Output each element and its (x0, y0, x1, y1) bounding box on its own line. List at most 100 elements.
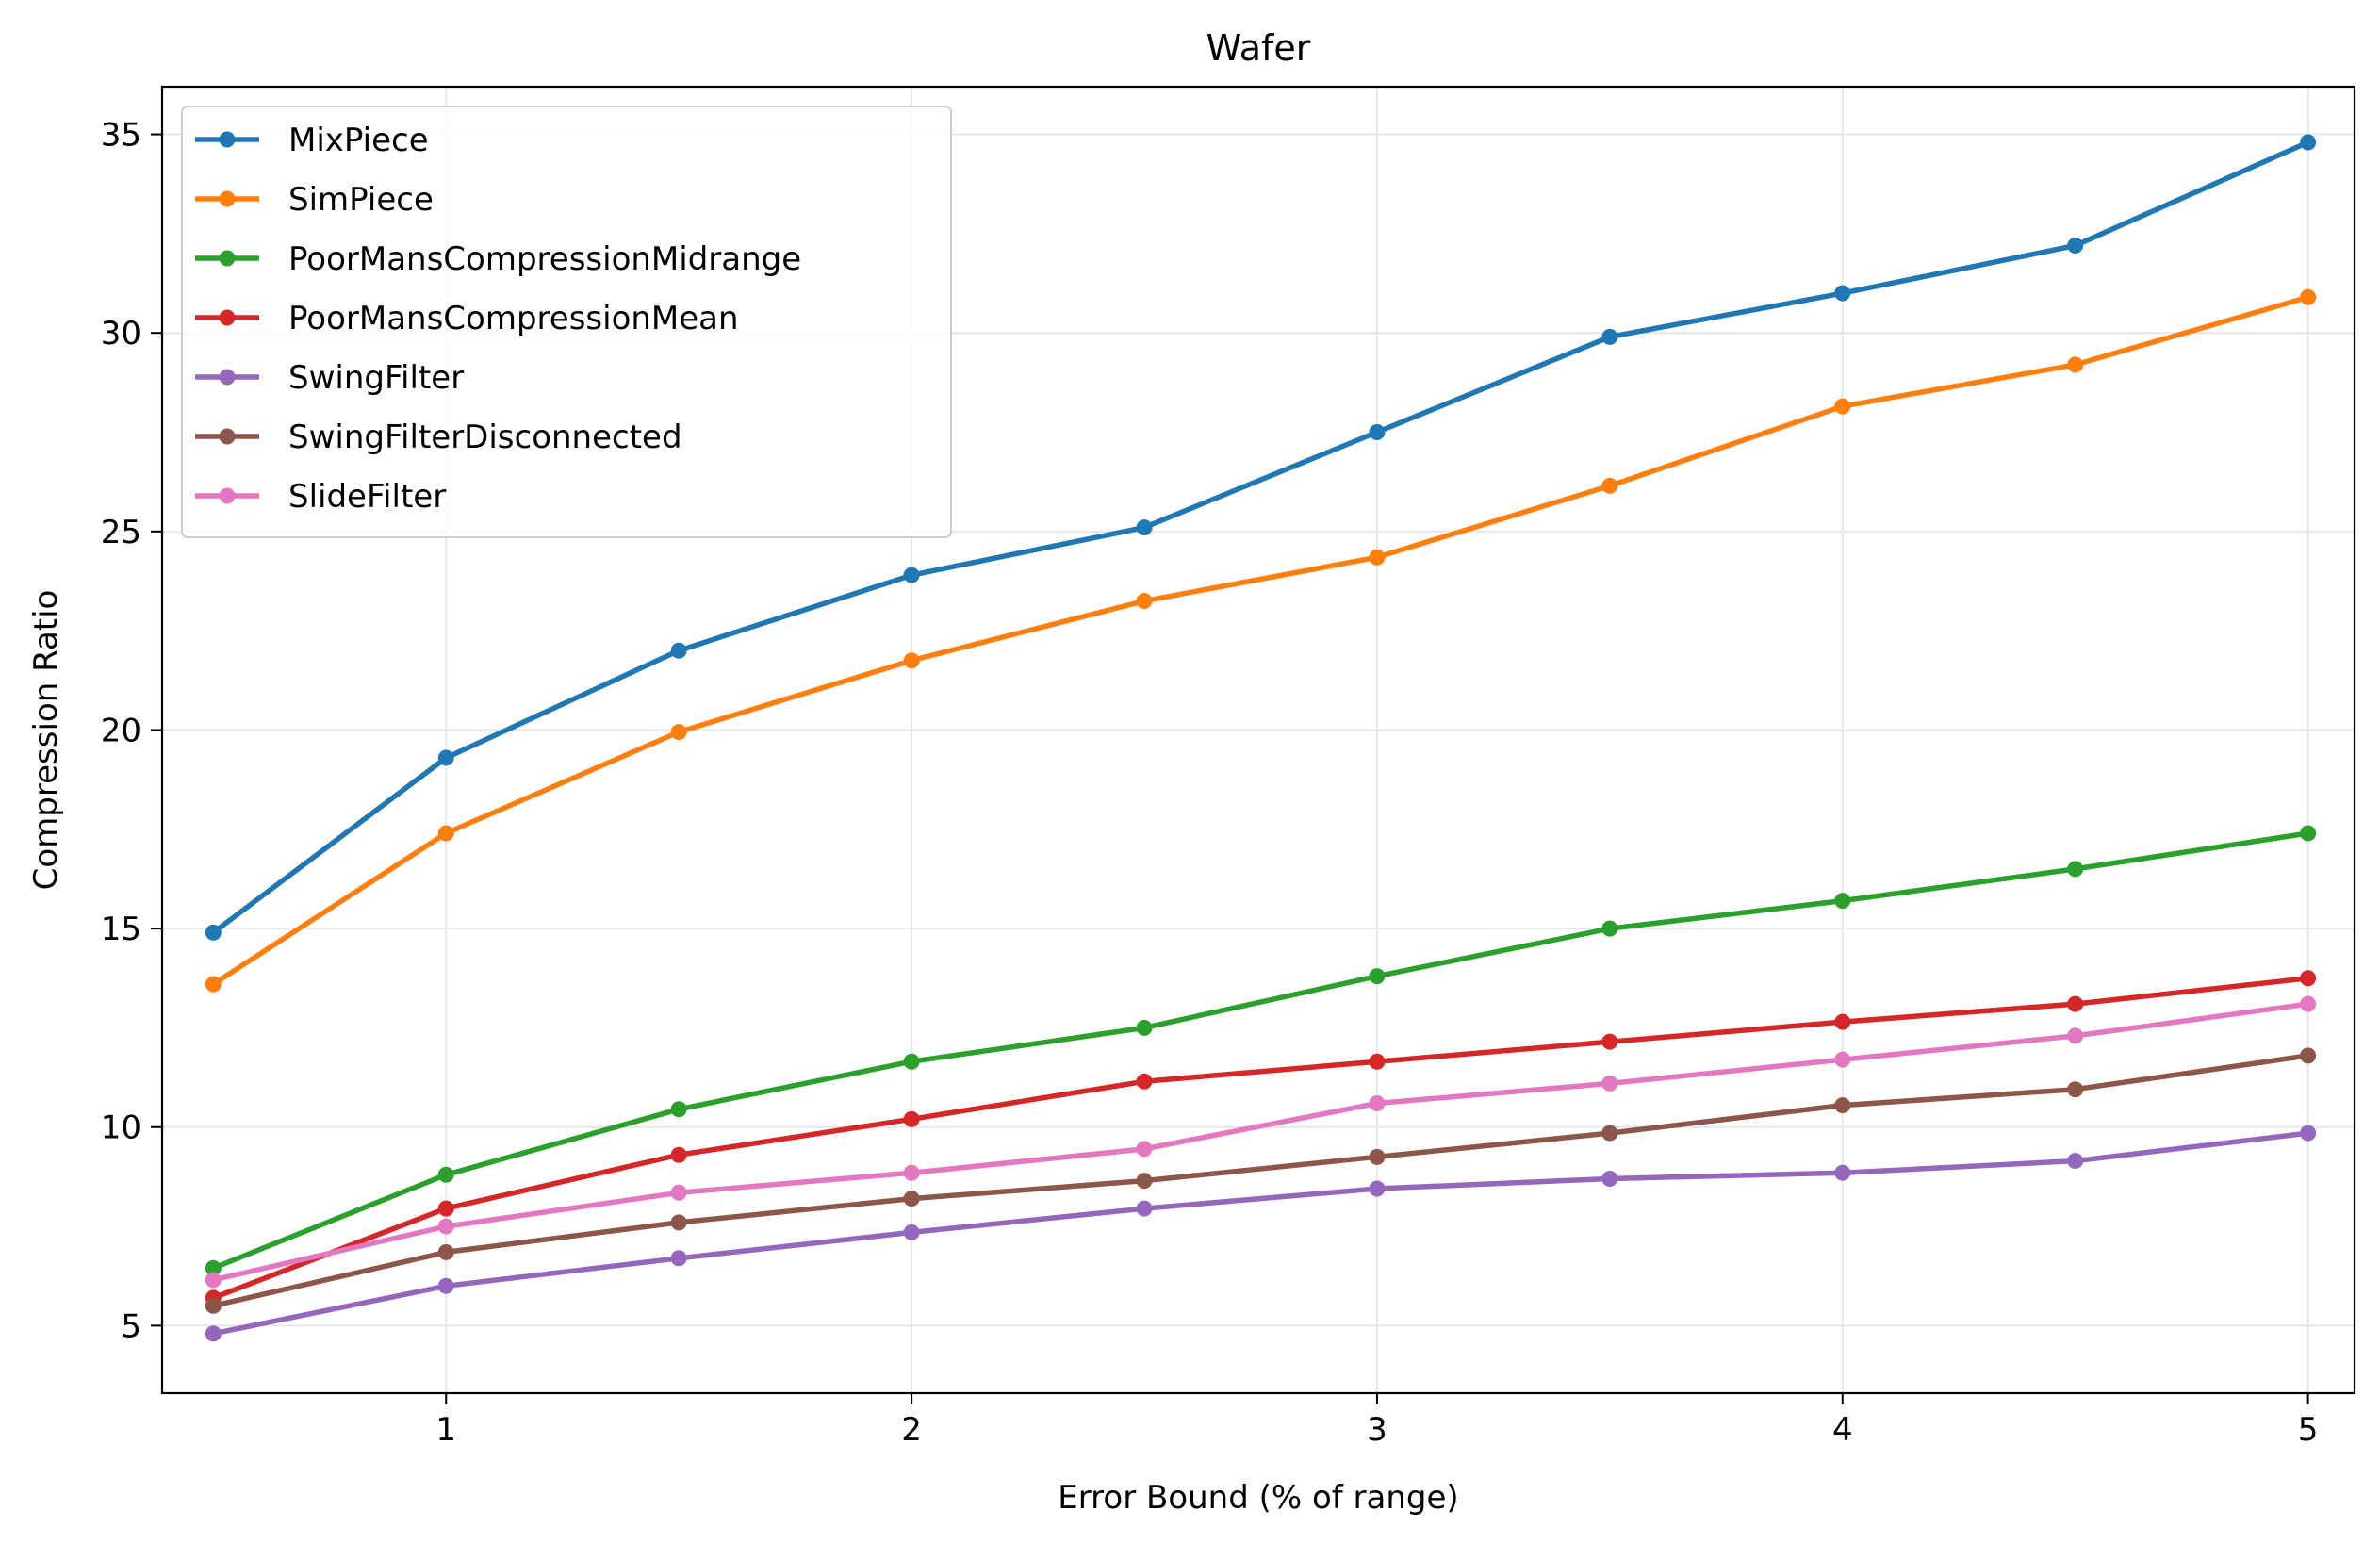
data-point (1136, 1073, 1153, 1090)
legend-label: PoorMansCompressionMean (288, 300, 739, 337)
data-point (1834, 1051, 1851, 1068)
chart-title: Wafer (1206, 27, 1311, 69)
data-point (2067, 238, 2084, 255)
legend-swatch-marker (219, 309, 236, 326)
data-point (1834, 398, 1851, 415)
series-line (210, 1130, 2311, 1337)
data-point (1136, 1019, 1153, 1036)
data-point (1601, 1075, 1618, 1092)
data-point (1369, 424, 1386, 441)
x-tick-label: 4 (1832, 1411, 1853, 1449)
data-point (1601, 920, 1618, 937)
series-line (210, 976, 2311, 1301)
y-tick-label: 20 (101, 712, 141, 749)
data-point (1136, 1173, 1153, 1190)
data-point (670, 1101, 687, 1118)
data-point (2300, 1047, 2317, 1064)
data-point (2300, 1125, 2317, 1142)
data-point (1834, 893, 1851, 910)
data-point (1369, 1053, 1386, 1070)
data-point (903, 1164, 920, 1181)
data-point (2300, 288, 2317, 305)
data-point (1834, 1013, 1851, 1030)
grid (162, 87, 2355, 1393)
data-point (2067, 1081, 2084, 1098)
data-point (1136, 1141, 1153, 1158)
legend-swatch-marker (219, 250, 236, 267)
data-point (670, 1184, 687, 1201)
data-point (1601, 1033, 1618, 1050)
data-point (2300, 995, 2317, 1012)
y-tick-label: 25 (101, 514, 141, 551)
data-point (903, 652, 920, 669)
y-tick-label: 15 (101, 911, 141, 948)
data-point (670, 1146, 687, 1163)
data-point (1369, 968, 1386, 985)
data-point (2067, 995, 2084, 1012)
data-point (437, 1218, 454, 1235)
y-tick-label: 30 (101, 315, 141, 353)
data-point (205, 1325, 222, 1342)
data-point (205, 924, 222, 941)
data-point (1136, 593, 1153, 610)
data-point (1369, 1180, 1386, 1197)
data-point (1601, 1125, 1618, 1142)
y-tick-label: 35 (101, 117, 141, 155)
data-point (205, 976, 222, 993)
data-point (437, 749, 454, 766)
legend-label: SimPiece (288, 181, 434, 219)
legend-label: PoorMansCompressionMidrange (288, 240, 801, 278)
legend-label: MixPiece (288, 122, 429, 159)
data-point (437, 1277, 454, 1294)
x-tick-label: 3 (1367, 1411, 1387, 1449)
data-point (1369, 1148, 1386, 1165)
series-line (210, 294, 2311, 987)
data-point (670, 1250, 687, 1267)
data-point (2300, 970, 2317, 987)
data-point (1136, 1200, 1153, 1217)
legend-swatch-marker (219, 369, 236, 386)
legend: MixPiece SimPiece PoorMansCompressionMidra… (181, 106, 952, 538)
data-point (903, 567, 920, 583)
data-point (1369, 549, 1386, 566)
data-point (205, 1272, 222, 1289)
data-point (1601, 477, 1618, 494)
legend-swatch-marker (219, 131, 236, 148)
data-point (903, 1110, 920, 1127)
data-point (2067, 861, 2084, 878)
ticks: 1 2 3 4 5 5 10 15 20 25 30 35 (101, 117, 2319, 1449)
data-point (1834, 285, 1851, 302)
data-point (2300, 134, 2317, 151)
data-point (670, 642, 687, 659)
data-point (2300, 825, 2317, 842)
data-point (1369, 1094, 1386, 1111)
x-tick-label: 1 (435, 1411, 456, 1449)
legend-box (181, 106, 952, 538)
x-tick-label: 5 (2298, 1411, 2319, 1449)
y-axis-label: Compression Ratio (27, 590, 65, 891)
plot-frame (160, 85, 2356, 1395)
data-point (437, 1243, 454, 1260)
legend-swatch-marker (219, 428, 236, 445)
data-point (2067, 356, 2084, 373)
x-tick-label: 2 (901, 1411, 922, 1449)
data-point (205, 1297, 222, 1314)
legend-label: SwingFilterDisconnected (288, 419, 682, 456)
series-line (210, 140, 2311, 936)
data-point (1834, 1164, 1851, 1181)
data-point (437, 825, 454, 842)
x-axis-label: Error Bound (% of range) (1058, 1479, 1458, 1517)
legend-swatch-marker (219, 190, 236, 207)
data-point (1136, 519, 1153, 536)
y-tick-label: 5 (121, 1307, 141, 1345)
data-point (670, 1214, 687, 1231)
series-line (210, 830, 2311, 1272)
series-line (210, 1053, 2311, 1309)
data-point (437, 1200, 454, 1217)
data-point (903, 1224, 920, 1240)
data-point (670, 724, 687, 741)
legend-swatch-marker (219, 487, 236, 504)
series-group (205, 134, 2317, 1342)
data-point (2067, 1027, 2084, 1044)
